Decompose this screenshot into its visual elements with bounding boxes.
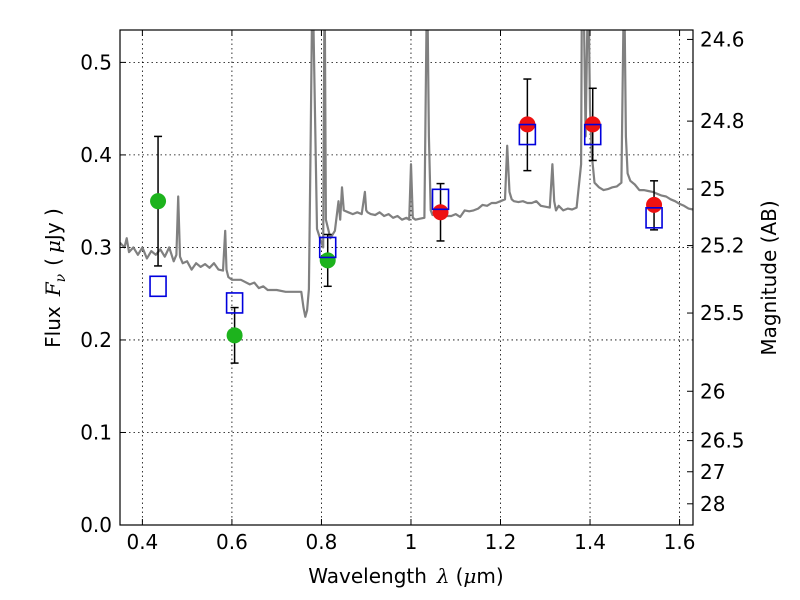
x-tick-label: 0.4 [126, 530, 158, 554]
observed-flux-point [646, 196, 663, 213]
model-flux-square [318, 236, 337, 259]
spectrum-line [120, 30, 693, 318]
x-tick-label: 0.8 [306, 530, 338, 554]
right-axis-label: Magnitude (AB) [757, 200, 781, 355]
x-axis-label-text: Wavelength [308, 564, 427, 588]
model-flux-square [225, 292, 244, 314]
right-tick-label: 27 [700, 460, 725, 484]
right-tick-label: 25.2 [700, 234, 745, 258]
observed-flux-point [150, 193, 167, 210]
y-axis-label-F: F [41, 281, 65, 297]
y-tick-label: 0.1 [80, 420, 112, 444]
y-axis-label-open-paren: ( [41, 258, 65, 266]
model-flux-square [583, 123, 602, 146]
y-axis-label-unit: Jy ) [41, 208, 65, 242]
x-tick-label: 1.6 [664, 530, 696, 554]
model-flux-square [431, 188, 450, 211]
x-axis-label-unit: m) [476, 564, 503, 588]
right-tick-label: 28 [700, 492, 725, 516]
right-tick-label: 26.5 [700, 429, 745, 453]
observed-flux-point [226, 327, 243, 344]
observed-flux-point [432, 204, 449, 221]
x-tick-label: 1.2 [485, 530, 517, 554]
model-flux-square [149, 275, 167, 298]
axis-ticks: 0.4 0.6 0.8 1 1.2 1.4 1.6 0.0 0.1 0.2 0.3 0.4 0.5 24.… [80, 27, 744, 554]
y-axis-label-text: Flux [41, 306, 65, 348]
y-axis-label-nu: ν [53, 273, 69, 282]
y-tick-label: 0.5 [80, 50, 112, 74]
x-axis-label-open-paren: ( [456, 564, 464, 588]
right-tick-label: 25 [700, 177, 725, 201]
plot-frame [119, 29, 694, 526]
model-spectrum [120, 30, 693, 318]
right-tick-label: 24.8 [700, 109, 745, 133]
y-tick-label: 0.2 [80, 328, 112, 352]
right-tick-label: 26 [700, 379, 725, 403]
x-axis-label: Wavelength λ (μm) [308, 564, 503, 588]
observed-flux-point [319, 252, 336, 269]
photometry-markers [149, 78, 663, 364]
x-tick-label: 0.6 [216, 530, 248, 554]
x-tick-label: 1 [405, 530, 418, 554]
y-tick-label: 0.0 [80, 513, 112, 537]
x-axis-label-mu: μ [463, 564, 476, 588]
y-axis-label: Flux Fν ( μJy ) [41, 208, 69, 348]
y-axis-label-mu: μ [41, 240, 65, 253]
model-flux-square [645, 207, 663, 229]
model-flux-square [518, 123, 537, 146]
right-tick-label: 25.5 [700, 301, 745, 325]
y-tick-label: 0.4 [80, 143, 112, 167]
x-tick-label: 1.4 [574, 530, 606, 554]
right-tick-label: 24.6 [700, 27, 745, 51]
grid [120, 30, 693, 526]
y-tick-label: 0.3 [80, 235, 112, 259]
x-axis-label-lambda: λ [436, 564, 450, 588]
